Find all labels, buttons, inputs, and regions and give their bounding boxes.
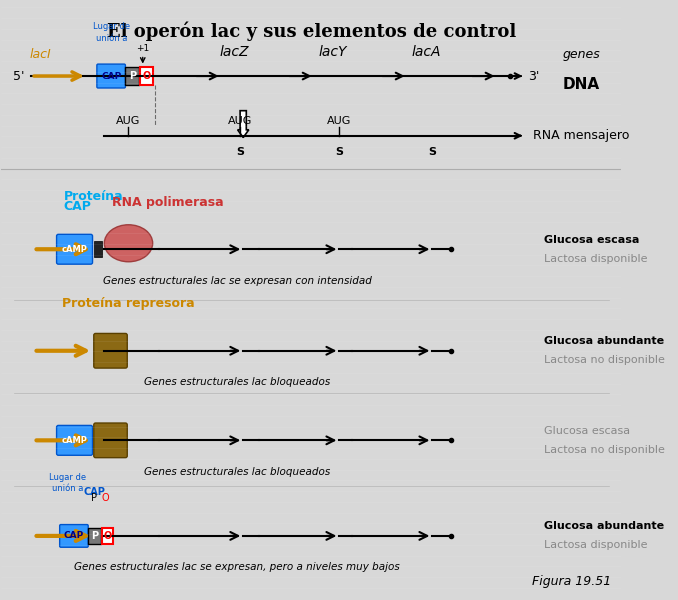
FancyBboxPatch shape [94,423,127,458]
Text: Genes estructurales lac bloqueados: Genes estructurales lac bloqueados [144,467,330,476]
Text: 3': 3' [528,70,540,83]
Text: S: S [236,146,244,157]
Bar [94,528,102,544]
FancyBboxPatch shape [94,334,127,368]
Bar [102,527,113,544]
FancyBboxPatch shape [56,235,92,264]
Ellipse shape [104,225,153,262]
Text: cAMP: cAMP [62,245,87,254]
Text: CAP: CAP [64,532,84,541]
Text: lacI: lacI [30,47,52,61]
Text: S: S [428,146,437,157]
Text: Lactosa no disponible: Lactosa no disponible [544,355,665,365]
Text: Figura 19.51: Figura 19.51 [532,575,612,588]
Text: Proteína represora: Proteína represora [62,297,195,310]
Text: Lactosa no disponible: Lactosa no disponible [544,445,665,455]
Text: genes: genes [562,47,600,61]
Bar [94,433,102,448]
Text: P: P [129,71,136,81]
Bar [140,67,153,85]
Text: CAP: CAP [63,200,92,214]
Text: cAMP: cAMP [62,436,87,445]
Text: RNA mensajero: RNA mensajero [534,129,630,142]
Text: Genes estructurales lac se expresan con intensidad: Genes estructurales lac se expresan con … [102,275,372,286]
Text: El operón lac y sus elementos de control: El operón lac y sus elementos de control [106,21,516,41]
Text: Lugar de
unión a: Lugar de unión a [49,473,86,493]
Text: O: O [103,531,112,541]
Text: AUG: AUG [327,116,351,126]
Text: P: P [92,493,98,503]
Text: DNA: DNA [563,77,599,92]
FancyArrow shape [237,110,249,137]
Text: Genes estructurales lac bloqueados: Genes estructurales lac bloqueados [144,377,330,387]
Bar [88,527,100,544]
Text: 5': 5' [14,70,25,83]
Text: RNA polimerasa: RNA polimerasa [112,196,223,209]
Text: CAP: CAP [83,487,105,497]
Text: Glucosa escasa: Glucosa escasa [544,235,639,245]
FancyBboxPatch shape [60,524,88,547]
Text: Lactosa disponible: Lactosa disponible [544,541,647,550]
Text: Glucosa escasa: Glucosa escasa [544,426,630,436]
Text: Proteína: Proteína [63,190,123,203]
Text: Glucosa abundante: Glucosa abundante [544,336,664,346]
Text: O: O [142,71,151,81]
Text: lacA: lacA [412,46,441,59]
Text: P: P [91,531,98,541]
Bar [94,343,102,359]
Bar [94,241,102,257]
Text: lacY: lacY [319,46,347,59]
Text: Lugar de
unión a: Lugar de unión a [93,22,130,43]
Text: AUG: AUG [117,116,140,126]
FancyBboxPatch shape [97,64,125,88]
Text: +1: +1 [136,44,149,53]
Text: S: S [336,146,343,157]
Text: O: O [102,493,109,503]
FancyBboxPatch shape [56,425,92,455]
Text: lacZ: lacZ [219,46,249,59]
Bar [125,67,139,85]
Text: CAP: CAP [101,71,121,80]
Text: Genes estructurales lac se expresan, pero a niveles muy bajos: Genes estructurales lac se expresan, per… [74,562,400,572]
Text: Lactosa disponible: Lactosa disponible [544,254,647,264]
Text: AUG: AUG [228,116,252,126]
Text: Glucosa abundante: Glucosa abundante [544,521,664,532]
